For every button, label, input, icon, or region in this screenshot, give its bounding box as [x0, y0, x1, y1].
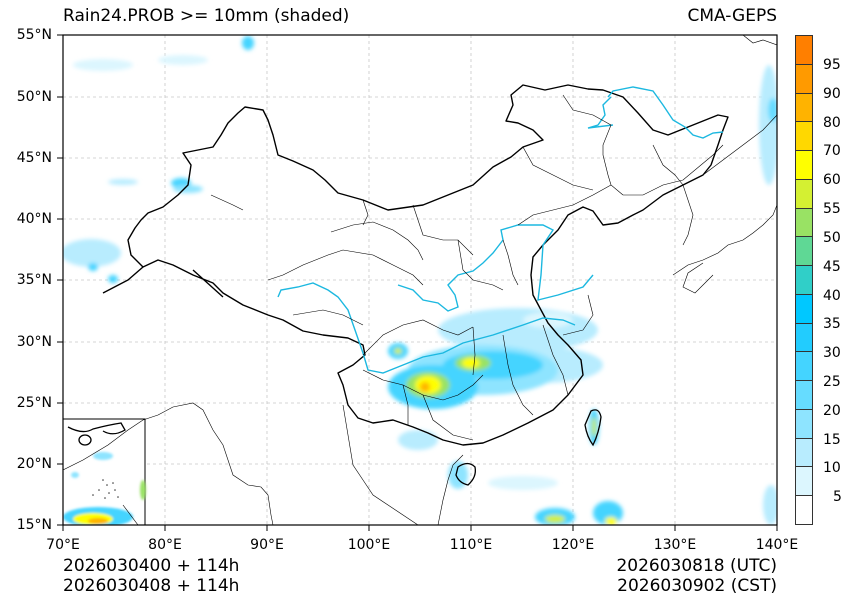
colorbar-label: 95: [823, 57, 841, 73]
colorbar-cell: [796, 151, 812, 180]
map-plot-area: [63, 35, 777, 525]
colorbar-label: 70: [823, 143, 841, 159]
colorbar-cell: [796, 438, 812, 468]
x-tick-label: 110°E: [449, 537, 493, 553]
colorbar-cell: [796, 208, 812, 238]
colorbar-label: 10: [823, 460, 841, 476]
colorbar-label: 25: [823, 374, 841, 390]
colorbar-label: 45: [823, 259, 841, 275]
x-tick-label: 140°E: [755, 537, 799, 553]
x-tick-label: 70°E: [46, 537, 80, 553]
inset-south-china-sea: [63, 418, 146, 525]
init-time-utc: 2026030400 + 114h: [63, 556, 240, 576]
colorbar-label: 80: [823, 115, 841, 131]
colorbar-label: 60: [823, 172, 841, 188]
colorbar-label: 5: [833, 489, 842, 505]
colorbar-label: 50: [823, 230, 841, 246]
precip-shading: [63, 36, 777, 525]
colorbar-cell: [796, 266, 812, 295]
colorbar-cell: [796, 496, 812, 525]
colorbar-cell: [796, 467, 812, 497]
valid-time-utc: 2026030818 (UTC): [616, 556, 777, 576]
valid-time-block: 2026030818 (UTC) 2026030902 (CST): [616, 556, 777, 596]
colorbar-cell: [796, 294, 812, 324]
colorbar-label: 90: [823, 86, 841, 102]
y-tick-label: 55°N: [16, 27, 52, 43]
colorbar-cell: [796, 352, 812, 382]
colorbar-cell: [796, 179, 812, 209]
x-tick-label: 80°E: [148, 537, 182, 553]
x-tick-label: 90°E: [250, 537, 284, 553]
colorbar-cell: [796, 381, 812, 410]
colorbar-cell: [796, 237, 812, 267]
x-tick-label: 100°E: [347, 537, 391, 553]
x-tick-label: 120°E: [551, 537, 595, 553]
y-tick-label: 35°N: [16, 272, 52, 288]
y-tick-label: 30°N: [16, 334, 52, 350]
colorbar-label: 35: [823, 316, 841, 332]
gridlines: [63, 35, 777, 525]
y-tick-label: 45°N: [16, 150, 52, 166]
colorbar: [795, 35, 813, 525]
colorbar-cell: [796, 64, 812, 94]
colorbar-label: 15: [823, 432, 841, 448]
model-name: CMA-GEPS: [687, 6, 777, 26]
colorbar-cell: [796, 93, 812, 123]
y-tick-label: 50°N: [16, 89, 52, 105]
colorbar-label: 30: [823, 345, 841, 361]
colorbar-label: 55: [823, 201, 841, 217]
colorbar-cell: [796, 122, 812, 152]
y-tick-label: 20°N: [16, 456, 52, 472]
valid-time-cst: 2026030902 (CST): [617, 576, 777, 596]
colorbar-cell: [796, 409, 812, 439]
init-time-block: 2026030400 + 114h 2026030408 + 114h: [63, 556, 239, 596]
x-tick-label: 130°E: [653, 537, 697, 553]
init-time-cst: 2026030408 + 114h: [63, 576, 240, 596]
colorbar-cell: [796, 323, 812, 353]
chart-title: Rain24.PROB >= 10mm (shaded): [63, 6, 350, 26]
colorbar-label: 40: [823, 288, 841, 304]
y-tick-label: 40°N: [16, 211, 52, 227]
colorbar-label: 20: [823, 403, 841, 419]
y-tick-label: 15°N: [16, 517, 52, 533]
y-tick-label: 25°N: [16, 395, 52, 411]
colorbar-cell: [796, 36, 812, 65]
